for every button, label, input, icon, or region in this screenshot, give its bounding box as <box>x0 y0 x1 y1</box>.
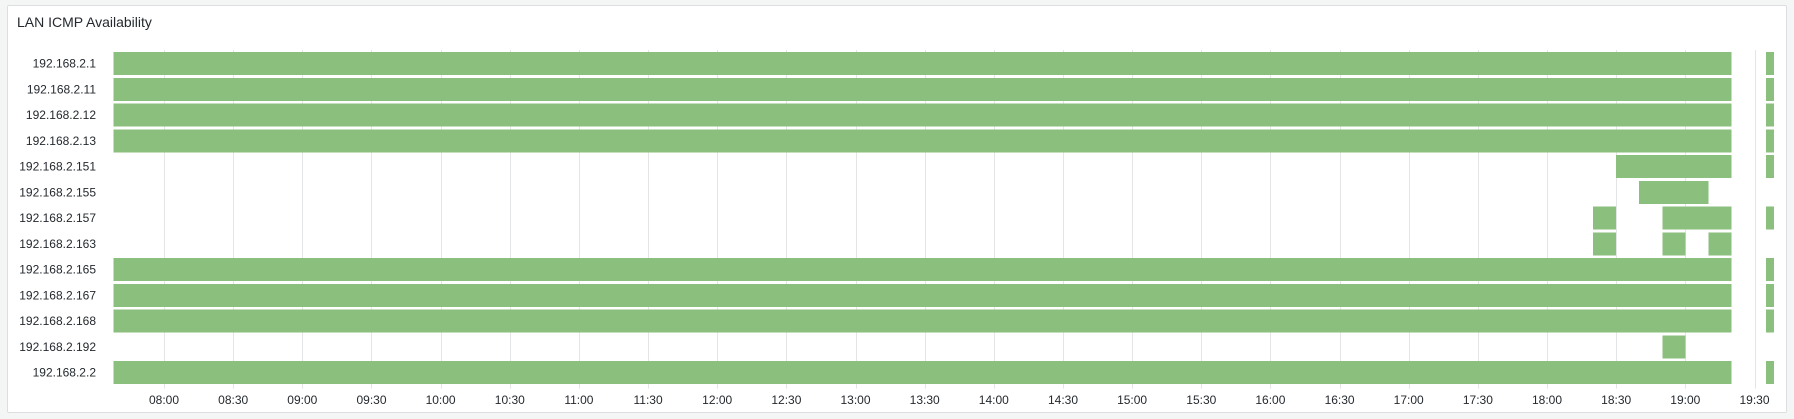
x-tick-label: 13:30 <box>910 393 940 407</box>
row-label: 192.168.2.157 <box>19 211 96 225</box>
row-label: 192.168.2.151 <box>19 160 96 174</box>
x-tick-label: 08:30 <box>218 393 248 407</box>
row-label: 192.168.2.168 <box>19 314 96 328</box>
x-tick-label: 14:30 <box>1048 393 1078 407</box>
availability-segment[interactable] <box>1766 258 1774 281</box>
x-tick-label: 19:00 <box>1670 393 1700 407</box>
availability-segment[interactable] <box>1766 361 1774 384</box>
x-tick-label: 19:30 <box>1739 393 1769 407</box>
x-tick-label: 16:30 <box>1325 393 1355 407</box>
availability-segment[interactable] <box>1708 232 1732 256</box>
availability-segment[interactable] <box>1662 335 1686 359</box>
row-label: 192.168.2.1 <box>33 57 97 71</box>
row-label: 192.168.2.11 <box>27 82 97 96</box>
availability-segment[interactable] <box>1766 309 1774 333</box>
availability-segment[interactable] <box>113 52 1732 75</box>
x-tick-label: 17:00 <box>1394 393 1424 407</box>
x-tick-label: 18:00 <box>1532 393 1562 407</box>
x-tick-label: 14:00 <box>979 393 1009 407</box>
row-label: 192.168.2.163 <box>19 237 96 251</box>
x-tick-label: 17:30 <box>1463 393 1493 407</box>
row-label: 192.168.2.13 <box>26 134 96 148</box>
row-label: 192.168.2.165 <box>19 263 96 277</box>
x-tick-label: 10:30 <box>495 393 525 407</box>
x-tick-label: 11:30 <box>634 393 663 407</box>
availability-segment[interactable] <box>113 309 1732 333</box>
row-label: 192.168.2.155 <box>19 185 96 199</box>
row-label: 192.168.2.167 <box>19 288 96 302</box>
x-tick-label: 12:30 <box>771 393 801 407</box>
availability-segment[interactable] <box>113 258 1732 281</box>
row-label: 192.168.2.2 <box>33 366 97 380</box>
x-tick-label: 09:30 <box>356 393 386 407</box>
panel-title[interactable]: LAN ICMP Availability <box>17 14 152 30</box>
availability-segment[interactable] <box>1766 283 1774 307</box>
availability-segment[interactable] <box>1593 232 1617 256</box>
availability-segment[interactable] <box>1639 180 1709 204</box>
x-tick-label: 12:00 <box>702 393 732 407</box>
x-tick-label: 08:00 <box>149 393 179 407</box>
x-tick-label: 13:00 <box>840 393 870 407</box>
availability-segment[interactable] <box>113 103 1732 127</box>
x-tick-label: 10:00 <box>426 393 456 407</box>
availability-segment[interactable] <box>113 361 1732 384</box>
x-tick-label: 15:30 <box>1186 393 1216 407</box>
availability-segment[interactable] <box>1593 206 1617 230</box>
availability-segment[interactable] <box>1616 155 1732 178</box>
x-tick-label: 16:00 <box>1255 393 1285 407</box>
availability-segment[interactable] <box>1766 155 1774 178</box>
availability-segment[interactable] <box>1766 77 1774 101</box>
availability-segment[interactable] <box>1766 103 1774 127</box>
availability-segment[interactable] <box>1766 129 1774 153</box>
x-tick-label: 18:30 <box>1601 393 1631 407</box>
x-tick-label: 09:00 <box>287 393 317 407</box>
x-tick-label: 15:00 <box>1117 393 1147 407</box>
row-label: 192.168.2.12 <box>26 108 96 122</box>
x-tick-label: 11:00 <box>564 393 593 407</box>
row-label: 192.168.2.192 <box>19 340 96 354</box>
availability-segment[interactable] <box>113 283 1732 307</box>
availability-segment[interactable] <box>1662 206 1732 230</box>
availability-segment[interactable] <box>113 129 1732 153</box>
availability-segment[interactable] <box>1662 232 1686 256</box>
availability-segment[interactable] <box>1766 206 1774 230</box>
availability-segment[interactable] <box>1766 52 1774 75</box>
availability-segment[interactable] <box>113 77 1732 101</box>
